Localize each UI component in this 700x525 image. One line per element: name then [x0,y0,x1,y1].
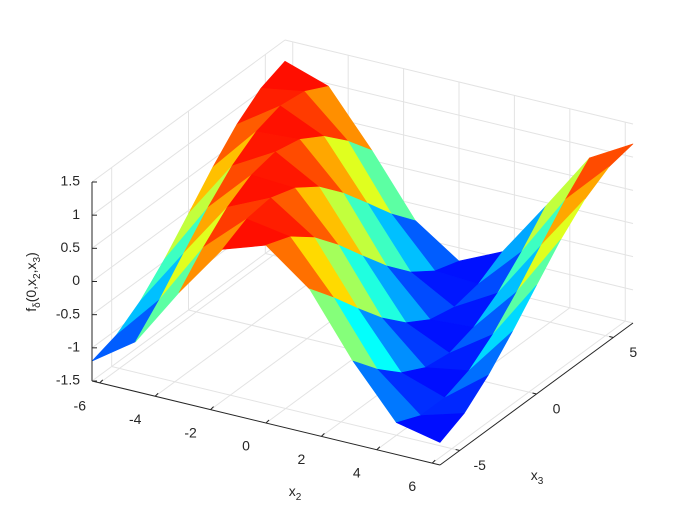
y-tick-label: -5 [473,457,486,473]
surface-patch [396,413,465,443]
z-tick-label: 0.5 [61,239,81,255]
ylabel-part: 3 [538,476,544,487]
zlabel-part: ,x [23,262,39,273]
x-tick [265,419,270,424]
grid-line [91,39,286,183]
y-tick-label: 5 [629,344,637,360]
z-axis-label: fδ(0,x2,x3) [23,252,43,312]
zlabel-part: 2 [32,273,43,279]
x-tick [99,379,104,384]
grid-line [284,39,634,125]
z-tick-label: -1.5 [56,372,80,388]
x-tick-label: 0 [242,438,250,454]
x-tick-label: 4 [353,464,361,480]
y-tick [455,449,460,452]
x-tick [154,392,159,397]
y-tick [532,392,537,395]
y-tick [609,335,614,338]
x-tick [321,433,325,437]
x-tick-label: 6 [408,478,416,494]
zlabel-part: δ [32,302,43,308]
z-tick-label: 0 [72,272,80,288]
zlabel-part: 3 [32,256,43,262]
zlabel-part: f [23,308,39,312]
xlabel-part: 2 [296,492,302,503]
grid-line [91,238,286,382]
y-axis-label: x3 [531,467,544,487]
z-tick-label: -1 [68,339,81,355]
z-tick-label: -0.5 [56,305,80,321]
zlabel-part: (0,x [23,279,39,302]
x-tick [210,406,214,410]
x-tick [376,446,381,451]
x-tick [431,459,436,464]
ylabel-part: x [531,467,538,483]
axes: -1.5 -1 -0.5 0 0.5 1 1.5 -6 -4 -2 0 2 4 6 -5 0 5 [56,173,638,494]
grid-line [284,72,634,158]
x-tick-label: -2 [184,424,197,440]
z-tick-label: 1.5 [61,173,81,189]
grid-line [91,72,286,216]
zlabel-part: ) [23,252,39,257]
x-axis-label: x2 [289,483,302,503]
z-tick-label: 1 [72,206,80,222]
surface [91,60,634,443]
x-tick-label: 2 [298,451,306,467]
grid-line [111,366,460,452]
x-tick-label: -4 [129,411,142,427]
xlabel-part: x [289,483,296,499]
y-tick-label: 0 [553,401,561,417]
x-tick-label: -6 [74,398,87,414]
